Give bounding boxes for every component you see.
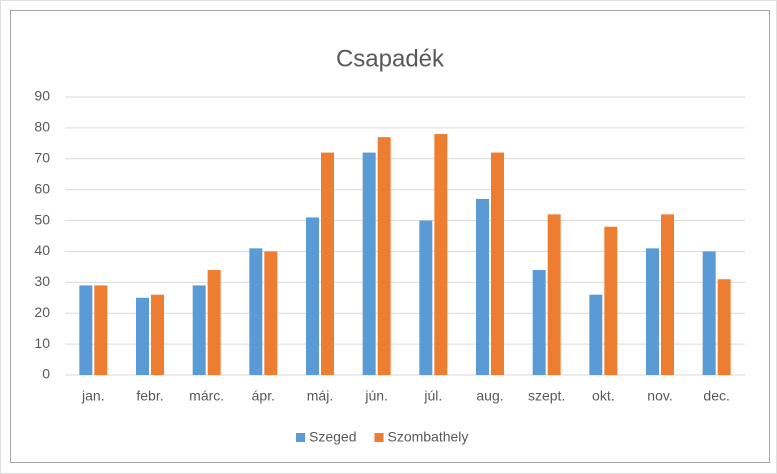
x-tick-label: jan.: [81, 388, 105, 404]
bar: [321, 152, 334, 375]
x-tick-label: szept.: [528, 388, 565, 404]
x-tick-label: okt.: [592, 388, 615, 404]
x-tick-label: aug.: [476, 388, 503, 404]
x-tick-label: máj.: [307, 388, 333, 404]
bar: [419, 220, 433, 375]
x-tick-label: ápr.: [252, 388, 275, 404]
bar: [589, 294, 603, 375]
bar: [646, 248, 659, 375]
y-tick-label: 80: [34, 119, 50, 135]
chart-title: Csapadék: [336, 45, 445, 72]
y-tick-label: 40: [34, 242, 50, 258]
bar: [434, 134, 448, 375]
x-tick-label: febr.: [136, 388, 163, 404]
x-tick-label: júl.: [423, 388, 442, 404]
y-tick-label: 30: [34, 273, 50, 289]
bar: [306, 217, 319, 375]
bar: [547, 214, 561, 375]
bar: [94, 285, 108, 375]
bar: [532, 269, 546, 375]
bar: [604, 226, 618, 375]
legend-label: Szombathely: [387, 429, 468, 445]
y-tick-label: 50: [34, 211, 50, 227]
bar: [192, 285, 206, 375]
bar: [79, 285, 93, 375]
y-tick-label: 90: [34, 88, 50, 104]
y-tick-label: 70: [34, 149, 50, 165]
bar: [702, 251, 716, 375]
bar: [151, 294, 164, 375]
x-tick-label: nov.: [647, 388, 672, 404]
y-tick-label: 10: [34, 335, 50, 351]
x-tick-label: jún.: [364, 388, 388, 404]
bar: [207, 269, 221, 375]
bar: [377, 137, 391, 375]
y-tick-label: 0: [42, 366, 50, 382]
y-tick-label: 20: [34, 304, 50, 320]
y-tick-label: 60: [34, 180, 50, 196]
x-tick-label: dec.: [703, 388, 729, 404]
bar: [362, 152, 376, 375]
bar: [491, 152, 504, 375]
legend-swatch: [374, 433, 384, 442]
legend-label: Szeged: [309, 429, 356, 445]
bar: [249, 248, 263, 375]
bar: [136, 297, 149, 375]
bar: [717, 279, 731, 375]
bar: [476, 198, 489, 375]
bar: [661, 214, 674, 375]
x-tick-label: márc.: [189, 388, 224, 404]
legend-swatch: [296, 433, 305, 442]
bar: [264, 251, 278, 375]
